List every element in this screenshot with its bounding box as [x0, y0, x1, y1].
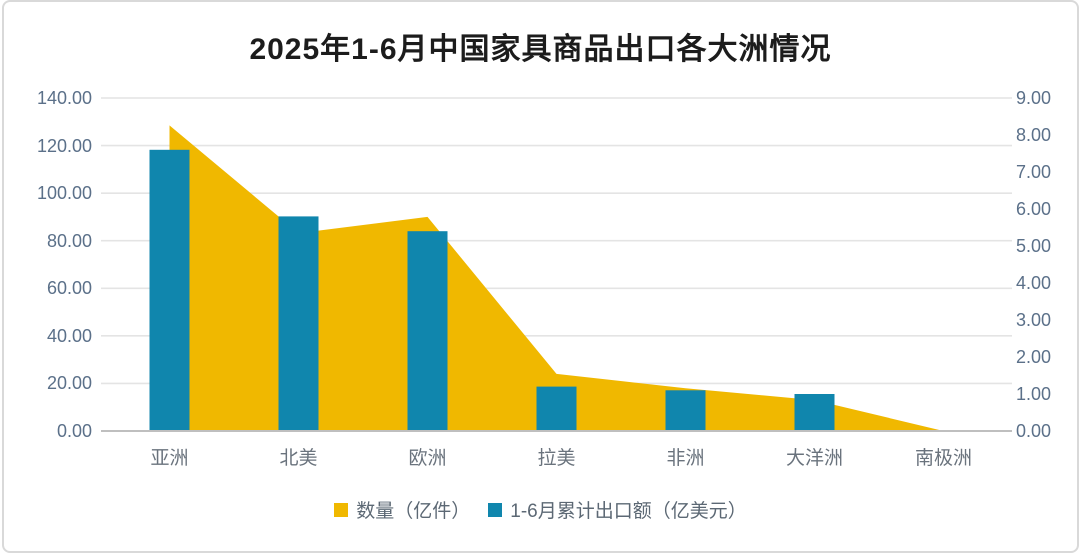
x-axis-label: 欧洲 [408, 448, 447, 469]
right-axis-tick-label: 9.00 [1016, 88, 1052, 108]
x-axis-label: 非洲 [666, 448, 705, 469]
export-value-bar [794, 394, 835, 431]
right-axis-tick-label: 1.00 [1016, 384, 1052, 404]
legend-label-quantity: 数量（亿件） [356, 501, 471, 522]
left-axis-tick-label: 20.00 [46, 373, 92, 394]
left-axis-tick-label: 60.00 [46, 278, 92, 299]
left-axis-tick-label: 120.00 [36, 135, 92, 156]
export-value-bar [536, 386, 577, 431]
right-axis-tick-label: 8.00 [1016, 125, 1052, 145]
export-value-bar [149, 149, 190, 432]
right-axis-tick-label: 0.00 [1016, 421, 1052, 441]
left-axis-tick-label: 100.00 [36, 183, 92, 204]
left-axis-tick-label: 0.00 [56, 421, 92, 441]
export-value-bar [665, 390, 706, 431]
x-axis-label: 南极洲 [914, 448, 972, 469]
export-value-bar [278, 216, 319, 431]
chart-legend: 数量（亿件） 1-6月累计出口额（亿美元） [4, 496, 1077, 523]
chart-title: 2025年1-6月中国家具商品出口各大洲情况 [249, 33, 832, 66]
x-axis-label: 大洋洲 [785, 448, 843, 469]
x-axis-label: 亚洲 [150, 448, 189, 469]
right-axis-tick-label: 6.00 [1016, 199, 1052, 219]
right-axis-tick-label: 3.00 [1016, 310, 1052, 330]
legend-swatch-quantity-icon [334, 502, 349, 517]
right-axis-tick-label: 4.00 [1016, 273, 1052, 293]
legend-item-export-value: 1-6月累计出口额（亿美元） [488, 496, 747, 523]
export-value-bar [407, 231, 448, 431]
left-axis-tick-label: 40.00 [46, 325, 92, 346]
left-axis-tick-label: 80.00 [46, 230, 92, 251]
right-axis-tick-label: 7.00 [1016, 162, 1052, 182]
x-axis-label: 拉美 [537, 448, 576, 469]
x-axis-label: 北美 [279, 448, 318, 469]
legend-item-quantity: 数量（亿件） [334, 496, 470, 523]
right-axis-tick-label: 2.00 [1016, 347, 1052, 367]
quantity-area-series [169, 125, 944, 432]
legend-swatch-export-value-icon [488, 502, 503, 517]
plot-area [101, 97, 1012, 432]
left-axis-tick-label: 140.00 [36, 88, 92, 108]
right-axis-tick-label: 5.00 [1016, 236, 1052, 256]
legend-label-export-value: 1-6月累计出口额（亿美元） [510, 501, 747, 522]
